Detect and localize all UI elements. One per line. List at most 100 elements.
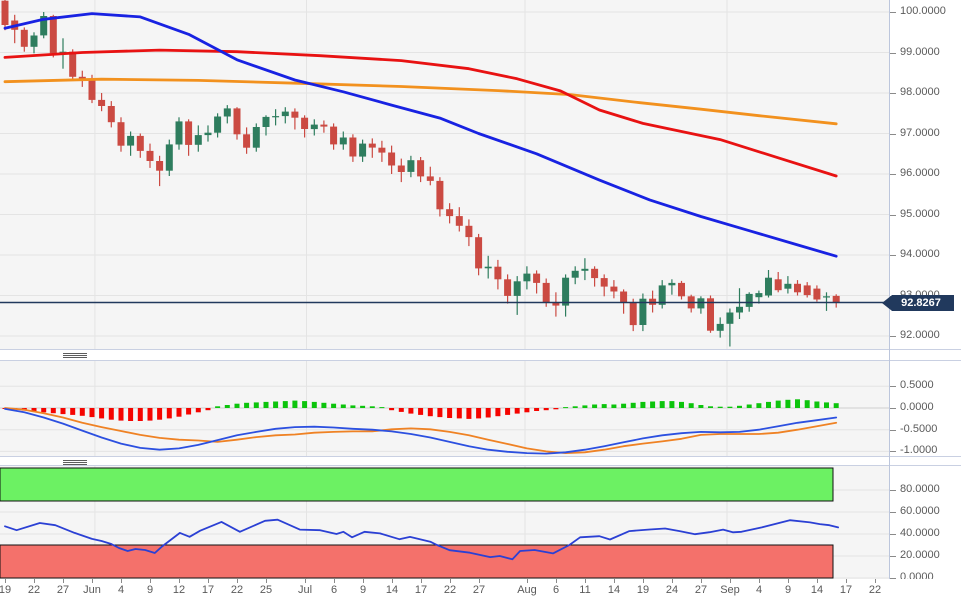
time-tick-label: 22	[443, 584, 457, 596]
axis-tick-mark	[890, 408, 896, 409]
time-tick-label: 27	[56, 584, 70, 596]
axis-tick-mark	[614, 579, 615, 583]
axis-tick-label: 0.0000	[900, 401, 934, 413]
axis-tick-mark	[890, 430, 896, 431]
time-tick-label: 17	[201, 584, 215, 596]
time-tick-label: 14	[607, 584, 621, 596]
axis-tick-mark	[890, 174, 896, 175]
axis-tick-mark	[890, 534, 896, 535]
time-tick-label: 9	[146, 584, 154, 596]
axis-tick-label: 20.0000	[900, 549, 940, 561]
axis-tick-label: 40.0000	[900, 527, 940, 539]
axis-tick-mark	[450, 579, 451, 583]
axis-tick-label: 100.0000	[900, 5, 946, 17]
axis-tick-mark	[527, 579, 528, 583]
time-tick-label: 27	[694, 584, 708, 596]
axis-tick-mark	[34, 579, 35, 583]
axis-tick-mark	[334, 579, 335, 583]
time-tick-label: 6	[330, 584, 338, 596]
axis-tick-mark	[237, 579, 238, 583]
axis-tick-mark	[421, 579, 422, 583]
axis-tick-label: 95.0000	[900, 208, 940, 220]
time-axis[interactable]: 19 22 27 Jun 4 9 12 17 22 25 Jul 6 9 14 17 22 27 Aug 6 11 14…	[0, 579, 961, 612]
time-tick-label: Sep	[720, 584, 740, 596]
axis-tick-mark	[392, 579, 393, 583]
axis-tick-label: -0.5000	[900, 423, 938, 435]
current-price-badge: 92.8267	[882, 295, 954, 311]
axis-tick-mark	[890, 556, 896, 557]
price-canvas	[0, 0, 890, 349]
time-tick-label: Aug	[517, 584, 537, 596]
axis-tick-label: -1.0000	[900, 444, 938, 456]
macd-panel[interactable]	[0, 361, 890, 456]
time-tick-label: 27	[472, 584, 486, 596]
axis-tick-mark	[266, 579, 267, 583]
axis-tick-mark	[5, 579, 6, 583]
time-tick-label: 17	[414, 584, 428, 596]
time-tick-label: 14	[385, 584, 399, 596]
axis-tick-label: 99.0000	[900, 46, 940, 58]
time-tick-label: 24	[665, 584, 679, 596]
axis-tick-mark	[890, 512, 896, 513]
time-tick-label: 9	[359, 584, 367, 596]
axis-tick-label: 96.0000	[900, 167, 940, 179]
axis-tick-mark	[788, 579, 789, 583]
time-tick-label: 12	[172, 584, 186, 596]
time-tick-label: Jun	[83, 584, 101, 596]
axis-tick-mark	[817, 579, 818, 583]
time-tick-label: 14	[810, 584, 824, 596]
time-tick-label: 6	[552, 584, 560, 596]
axis-tick-mark	[890, 255, 896, 256]
time-tick-label: 19	[636, 584, 650, 596]
axis-tick-mark	[890, 490, 896, 491]
axis-tick-mark	[890, 134, 896, 135]
panel-resize-handle[interactable]	[62, 459, 88, 466]
axis-tick-mark	[121, 579, 122, 583]
rsi-panel[interactable]	[0, 466, 890, 579]
axis-tick-mark	[179, 579, 180, 583]
macd-canvas	[0, 361, 890, 456]
axis-tick-mark	[305, 579, 306, 583]
axis-tick-mark	[890, 12, 896, 13]
axis-tick-mark	[890, 215, 896, 216]
axis-tick-mark	[672, 579, 673, 583]
panel-resize-handle[interactable]	[62, 352, 88, 359]
axis-tick-mark	[890, 386, 896, 387]
time-tick-label: 22	[868, 584, 882, 596]
axis-tick-label: 80.0000	[900, 483, 940, 495]
axis-tick-mark	[479, 579, 480, 583]
axis-tick-mark	[363, 579, 364, 583]
time-tick-label: 4	[755, 584, 763, 596]
axis-tick-label: 0.5000	[900, 379, 934, 391]
time-tick-label: 19	[0, 584, 12, 596]
axis-tick-mark	[643, 579, 644, 583]
axis-tick-mark	[556, 579, 557, 583]
time-tick-label: Jul	[297, 584, 313, 596]
rsi-canvas	[0, 466, 890, 579]
axis-tick-mark	[759, 579, 760, 583]
axis-tick-mark	[875, 579, 876, 583]
time-tick-label: 4	[117, 584, 125, 596]
price-axis[interactable]: 100.0000 99.0000 98.0000 97.0000 96.0000 95.0…	[890, 0, 961, 583]
price-panel[interactable]	[0, 0, 890, 349]
time-tick-label: 17	[839, 584, 853, 596]
axis-tick-label: 92.0000	[900, 329, 940, 341]
axis-tick-mark	[150, 579, 151, 583]
axis-tick-mark	[63, 579, 64, 583]
axis-tick-mark	[890, 93, 896, 94]
axis-tick-mark	[92, 579, 93, 583]
axis-tick-label: 94.0000	[900, 248, 940, 260]
axis-tick-label: 97.0000	[900, 127, 940, 139]
axis-tick-label: 98.0000	[900, 86, 940, 98]
axis-tick-mark	[585, 579, 586, 583]
panel-separator	[0, 349, 961, 361]
axis-tick-mark	[890, 451, 896, 452]
axis-tick-mark	[730, 579, 731, 583]
time-tick-label: 9	[784, 584, 792, 596]
axis-tick-label: 60.0000	[900, 505, 940, 517]
axis-tick-mark	[890, 53, 896, 54]
time-tick-label: 22	[27, 584, 41, 596]
axis-tick-mark	[846, 579, 847, 583]
axis-tick-mark	[208, 579, 209, 583]
